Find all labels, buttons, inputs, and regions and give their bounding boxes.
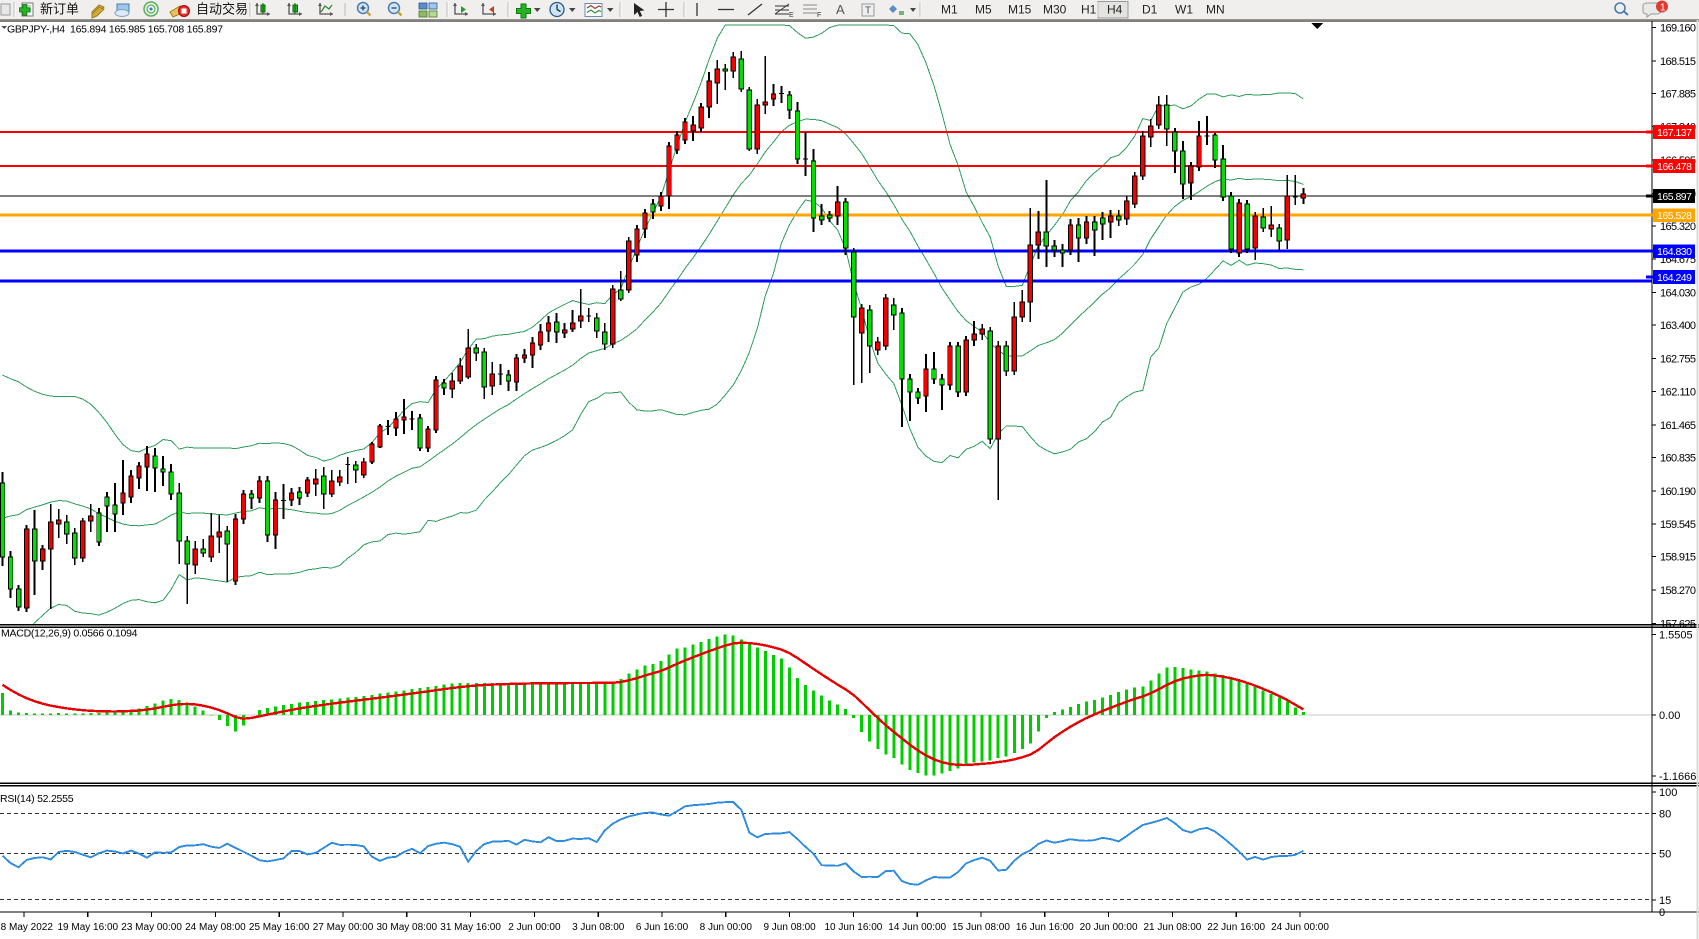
svg-text:50: 50 (1659, 848, 1671, 860)
svg-text:F: F (817, 12, 821, 19)
svg-text:3 Jun 08:00: 3 Jun 08:00 (572, 922, 625, 933)
svg-text:21 Jun 08:00: 21 Jun 08:00 (1143, 922, 1201, 933)
svg-text:167.137: 167.137 (1657, 127, 1692, 139)
svg-text:9 Jun 08:00: 9 Jun 08:00 (763, 922, 816, 933)
svg-text:31 May 16:00: 31 May 16:00 (440, 922, 501, 933)
svg-text:2 Jun 00:00: 2 Jun 00:00 (508, 922, 561, 933)
svg-text:1.5505: 1.5505 (1659, 629, 1693, 641)
svg-text:自动交易: 自动交易 (196, 2, 248, 17)
svg-text:W1: W1 (1175, 3, 1193, 17)
svg-text:14 Jun 00:00: 14 Jun 00:00 (888, 922, 946, 933)
svg-text:新订单: 新订单 (40, 2, 79, 17)
svg-text:23 May 00:00: 23 May 00:00 (121, 922, 182, 933)
svg-text:E: E (789, 12, 794, 19)
svg-text:167.885: 167.885 (1660, 88, 1696, 100)
svg-text:164.249: 164.249 (1657, 272, 1692, 284)
svg-text:24 May 08:00: 24 May 08:00 (185, 922, 246, 933)
svg-text:27 May 00:00: 27 May 00:00 (313, 922, 374, 933)
svg-text:MACD(12,26,9) 0.0566 0.1094: MACD(12,26,9) 0.0566 0.1094 (1, 628, 138, 640)
svg-text:169.160: 169.160 (1660, 23, 1696, 35)
svg-text:20 Jun 00:00: 20 Jun 00:00 (1080, 922, 1138, 933)
svg-text:MN: MN (1206, 3, 1225, 17)
svg-text:T: T (865, 6, 871, 17)
svg-text:15 Jun 08:00: 15 Jun 08:00 (952, 922, 1010, 933)
svg-text:RSI(14) 52.2555: RSI(14) 52.2555 (0, 793, 74, 805)
svg-text:H1: H1 (1081, 3, 1097, 17)
svg-text:19 May 16:00: 19 May 16:00 (57, 922, 118, 933)
svg-text:24 Jun 00:00: 24 Jun 00:00 (1271, 922, 1329, 933)
svg-text:165.528: 165.528 (1657, 210, 1692, 222)
svg-text:M1: M1 (941, 3, 958, 17)
svg-text:0.00: 0.00 (1659, 710, 1680, 722)
svg-text:162.110: 162.110 (1660, 387, 1696, 399)
svg-text:164.830: 164.830 (1657, 246, 1692, 258)
svg-text:M30: M30 (1043, 3, 1067, 17)
svg-text:8 Jun 00:00: 8 Jun 00:00 (700, 922, 753, 933)
svg-text:1: 1 (1660, 3, 1666, 14)
svg-text:158.915: 158.915 (1660, 552, 1696, 564)
svg-text:157.625: 157.625 (1660, 618, 1696, 630)
svg-text:18 May 2022: 18 May 2022 (0, 922, 53, 933)
svg-text:6 Jun 16:00: 6 Jun 16:00 (636, 922, 689, 933)
svg-text:80: 80 (1659, 809, 1671, 821)
svg-text:M15: M15 (1008, 3, 1032, 17)
svg-text:165.897: 165.897 (1657, 191, 1692, 203)
svg-text:0: 0 (1659, 907, 1665, 919)
svg-text:165.894 165.985 165.708 165.89: 165.894 165.985 165.708 165.897 (70, 24, 223, 36)
svg-text:15: 15 (1659, 895, 1671, 907)
svg-text:25 May 16:00: 25 May 16:00 (249, 922, 310, 933)
svg-text:16 Jun 16:00: 16 Jun 16:00 (1016, 922, 1074, 933)
svg-text:D1: D1 (1142, 3, 1158, 17)
svg-text:GBPJPY-,H4: GBPJPY-,H4 (7, 24, 65, 36)
svg-text:10 Jun 16:00: 10 Jun 16:00 (824, 922, 882, 933)
svg-text:165.320: 165.320 (1660, 221, 1696, 233)
svg-text:22 Jun 16:00: 22 Jun 16:00 (1207, 922, 1265, 933)
svg-text:100: 100 (1659, 787, 1677, 799)
svg-text:A: A (836, 2, 845, 17)
svg-text:159.545: 159.545 (1660, 519, 1696, 531)
svg-text:H4: H4 (1107, 3, 1123, 17)
svg-text:30 May 08:00: 30 May 08:00 (376, 922, 437, 933)
svg-text:162.755: 162.755 (1660, 353, 1696, 365)
svg-text:158.270: 158.270 (1660, 585, 1696, 597)
svg-text:164.030: 164.030 (1660, 288, 1696, 300)
svg-text:160.835: 160.835 (1660, 453, 1696, 465)
svg-text:160.190: 160.190 (1660, 486, 1696, 498)
svg-text:-1.1666: -1.1666 (1659, 771, 1696, 783)
svg-text:168.515: 168.515 (1660, 56, 1696, 68)
svg-text:163.400: 163.400 (1660, 320, 1696, 332)
svg-text:M5: M5 (975, 3, 992, 17)
svg-text:166.478: 166.478 (1657, 161, 1692, 173)
svg-text:161.465: 161.465 (1660, 420, 1696, 432)
